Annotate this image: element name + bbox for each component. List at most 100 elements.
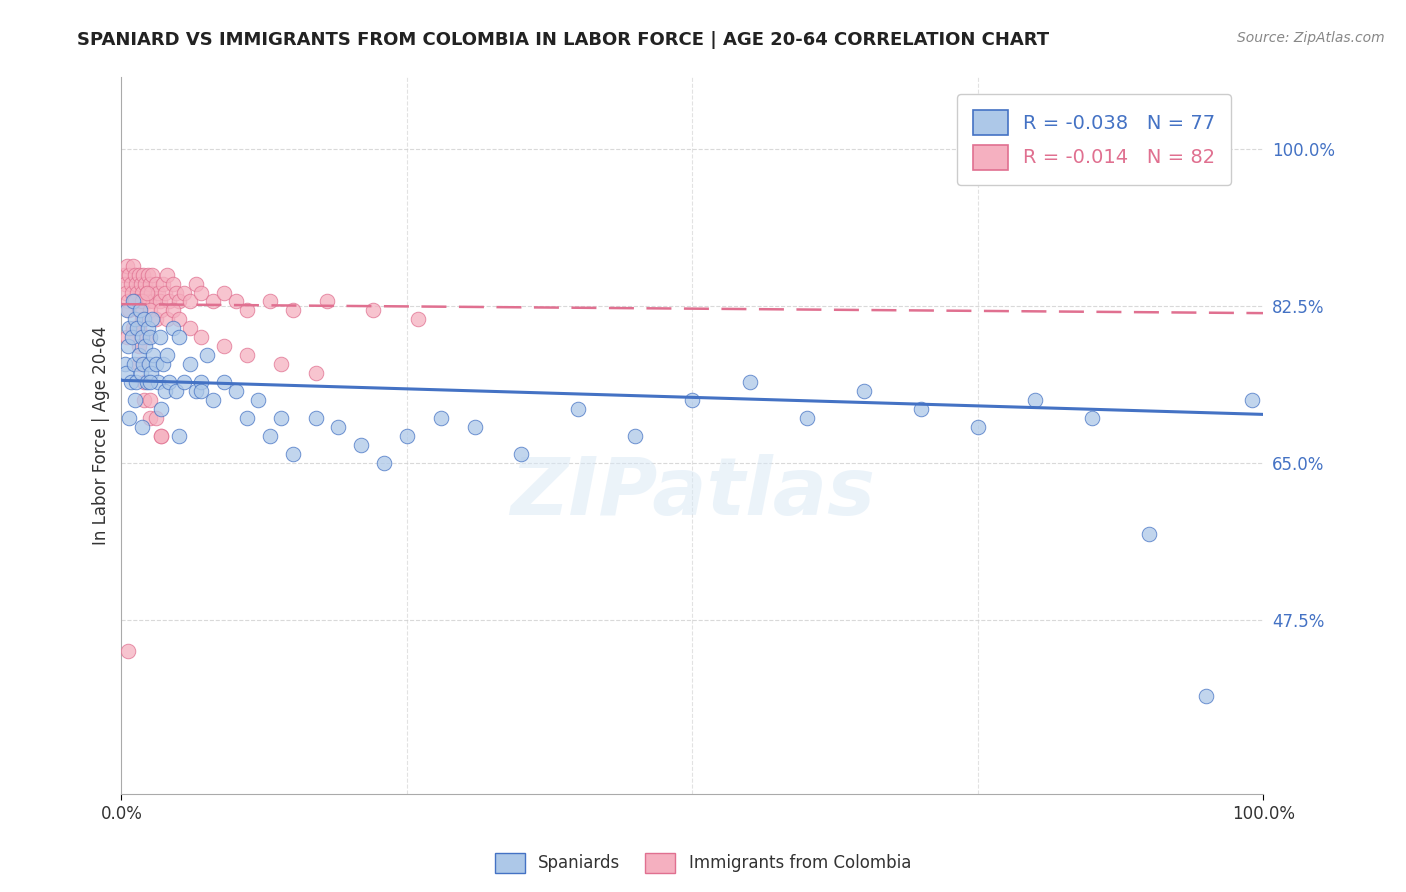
Point <box>152 277 174 291</box>
Point <box>145 277 167 291</box>
Point <box>139 285 162 300</box>
Point <box>117 294 139 309</box>
Point <box>134 392 156 407</box>
Point <box>157 294 180 309</box>
Text: ZIPatlas: ZIPatlas <box>510 454 875 533</box>
Point <box>430 411 453 425</box>
Point <box>165 285 187 300</box>
Point <box>179 321 201 335</box>
Point <box>162 277 184 291</box>
Point <box>128 357 150 371</box>
Point <box>115 330 138 344</box>
Point <box>112 268 135 282</box>
Point <box>141 312 163 326</box>
Point <box>138 294 160 309</box>
Point <box>117 339 139 353</box>
Point <box>156 268 179 282</box>
Point <box>162 303 184 318</box>
Point <box>212 339 235 353</box>
Point <box>118 303 141 318</box>
Point <box>225 384 247 398</box>
Point <box>135 330 157 344</box>
Point <box>136 321 159 335</box>
Point <box>373 456 395 470</box>
Point <box>150 303 173 318</box>
Point <box>852 384 875 398</box>
Point <box>184 384 207 398</box>
Point <box>190 384 212 398</box>
Point <box>120 277 142 291</box>
Point <box>157 375 180 389</box>
Point <box>395 429 418 443</box>
Point <box>179 294 201 309</box>
Point <box>1240 392 1263 407</box>
Point <box>142 294 165 309</box>
Point <box>247 392 270 407</box>
Point <box>408 312 430 326</box>
Point <box>1137 527 1160 541</box>
Point <box>145 312 167 326</box>
Point <box>121 259 143 273</box>
Point <box>134 294 156 309</box>
Y-axis label: In Labor Force | Age 20-64: In Labor Force | Age 20-64 <box>93 326 110 546</box>
Point <box>145 357 167 371</box>
Point <box>190 330 212 344</box>
Point <box>259 294 281 309</box>
Point <box>464 420 486 434</box>
Point <box>1195 689 1218 703</box>
Point <box>129 277 152 291</box>
Point <box>236 411 259 425</box>
Point <box>259 429 281 443</box>
Point <box>115 259 138 273</box>
Point <box>121 330 143 344</box>
Point <box>121 285 143 300</box>
Point <box>125 277 148 291</box>
Point <box>132 268 155 282</box>
Text: Source: ZipAtlas.com: Source: ZipAtlas.com <box>1237 31 1385 45</box>
Point <box>167 294 190 309</box>
Point <box>139 411 162 425</box>
Point <box>128 348 150 362</box>
Point <box>201 392 224 407</box>
Point <box>132 357 155 371</box>
Point <box>149 330 172 344</box>
Point <box>139 277 162 291</box>
Point <box>328 420 350 434</box>
Point <box>131 420 153 434</box>
Point <box>156 348 179 362</box>
Point <box>127 285 149 300</box>
Point <box>114 357 136 371</box>
Point <box>127 321 149 335</box>
Point <box>184 277 207 291</box>
Point <box>131 294 153 309</box>
Point <box>129 366 152 380</box>
Point <box>281 303 304 318</box>
Point <box>136 268 159 282</box>
Point <box>115 366 138 380</box>
Point <box>131 285 153 300</box>
Point <box>118 411 141 425</box>
Point <box>141 268 163 282</box>
Point <box>124 268 146 282</box>
Point <box>139 366 162 380</box>
Point <box>167 330 190 344</box>
Point <box>131 330 153 344</box>
Point <box>139 330 162 344</box>
Point <box>118 321 141 335</box>
Point <box>156 312 179 326</box>
Point <box>212 375 235 389</box>
Point <box>270 411 292 425</box>
Point <box>510 447 533 461</box>
Point <box>146 285 169 300</box>
Point <box>910 402 932 417</box>
Point <box>212 285 235 300</box>
Point <box>201 294 224 309</box>
Point <box>134 312 156 326</box>
Point <box>796 411 818 425</box>
Point <box>967 420 990 434</box>
Point <box>131 312 153 326</box>
Point <box>195 348 218 362</box>
Point <box>135 285 157 300</box>
Text: SPANIARD VS IMMIGRANTS FROM COLOMBIA IN LABOR FORCE | AGE 20-64 CORRELATION CHAR: SPANIARD VS IMMIGRANTS FROM COLOMBIA IN … <box>77 31 1049 49</box>
Point <box>350 438 373 452</box>
